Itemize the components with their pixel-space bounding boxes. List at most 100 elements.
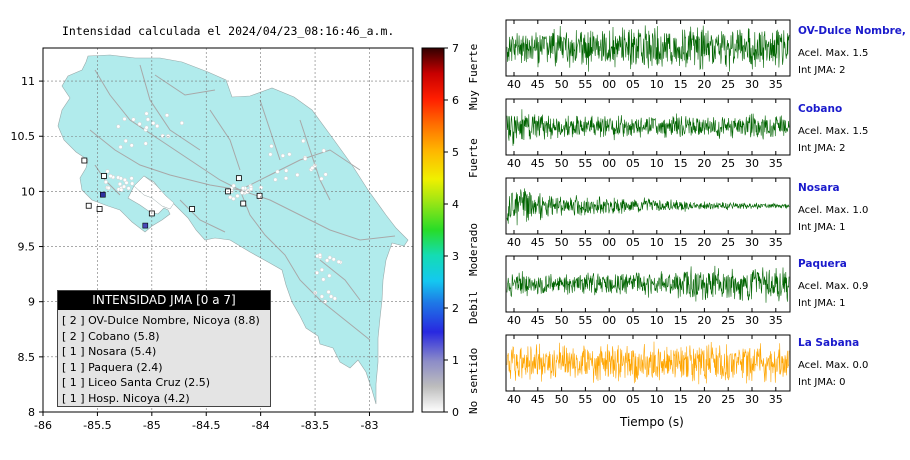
time-tick-label: 30 [745, 314, 759, 327]
waveform-panel: 40 45 50 55 00 05 10 15 20 25 30 35 [505, 98, 791, 170]
time-tick-label: 10 [650, 78, 664, 91]
colorbar-tick-label: 5 [452, 146, 459, 159]
waveform-panel: 40 45 50 55 00 05 10 15 20 25 30 35 [505, 177, 791, 249]
station-marker [235, 175, 242, 182]
time-tick-label: 45 [531, 157, 545, 170]
legend-row: [ 1 ] Paquera (2.4) [62, 360, 163, 374]
time-tick-label: 45 [531, 314, 545, 327]
town-dot [235, 193, 240, 198]
town-dot [105, 169, 110, 174]
time-tick-label: 35 [769, 393, 783, 406]
waveform-trace [506, 109, 790, 146]
waveform-trace [506, 188, 790, 226]
town-dot [122, 184, 127, 189]
colorbar-label-debil: Debil [467, 290, 480, 324]
lon-tick-label: -83 [360, 419, 378, 432]
time-tick-label: 50 [555, 78, 569, 91]
time-tick-label: 15 [674, 236, 688, 249]
trace-acel-max: Acel. Max. 0.9 [798, 281, 869, 292]
trace-xlabel: Tiempo (s) [620, 415, 684, 429]
town-dot [137, 121, 142, 127]
map-frame [42, 47, 414, 413]
town-dot [327, 255, 332, 260]
time-tick-label: 35 [769, 78, 783, 91]
town-dot [160, 133, 165, 138]
legend-row: [ 2 ] OV-Dulce Nombre, Nicoya (8.8) [62, 314, 260, 327]
town-dot [284, 168, 289, 173]
town-dot [326, 289, 331, 294]
town-dot [325, 258, 330, 263]
town-dot [122, 116, 127, 122]
town-dot [319, 294, 324, 299]
colorbar-tick-label: 4 [452, 198, 459, 211]
time-tick-label: 55 [578, 236, 592, 249]
time-tick-label: 25 [721, 78, 735, 91]
town-dot [228, 195, 233, 200]
colorbar-label-fuerte: Fuerte [467, 138, 480, 178]
time-tick-label: 05 [626, 78, 640, 91]
station-marker [96, 206, 103, 212]
time-tick-label: 50 [555, 157, 569, 170]
time-tick-label: 05 [626, 393, 640, 406]
town-dot [303, 156, 308, 161]
colorbar-tick-label: 3 [452, 250, 459, 263]
colorbar-label-muy-fuerte: Muy Fuerte [467, 43, 480, 110]
colorbar-tick-label: 7 [452, 42, 459, 55]
legend-row: [ 2 ] Cobano (5.8) [62, 329, 160, 343]
trace-int-jma: Int JMA: 2 [798, 143, 846, 154]
station-marker [256, 192, 263, 199]
station-intensity-marker [142, 222, 149, 229]
town-dot [287, 152, 292, 157]
town-dot [103, 179, 108, 185]
map-axis-ticks: -86 -85.5 -85 -84.5 -84 -83.5 -83 11 10.5 10 9.5 9 8… [11, 75, 379, 432]
town-dot [331, 257, 336, 262]
town-dot [119, 187, 124, 192]
trace-station-name: OV-Dulce Nombre, Nicoya [798, 25, 910, 37]
town-dot [319, 176, 324, 181]
time-tick-label: 25 [721, 236, 735, 249]
town-dot [317, 252, 322, 258]
trace-int-jma: Int JMA: 1 [798, 298, 846, 309]
station-marker [81, 157, 88, 164]
time-tick-label: 15 [674, 314, 688, 327]
time-tick-label: 10 [650, 314, 664, 327]
time-tick-label: 35 [769, 236, 783, 249]
town-dot [126, 186, 131, 191]
time-tick-label: 00 [602, 78, 616, 91]
waveform-frame [505, 19, 791, 77]
time-tick-label: 20 [697, 393, 711, 406]
colorbar-tick-label: 2 [452, 302, 459, 315]
lon-tick-label: -85 [143, 419, 161, 432]
colorbar-tick-label: 0 [452, 406, 459, 419]
time-tick-label: 45 [531, 236, 545, 249]
trace-station-name: La Sabana [798, 337, 860, 349]
waveform-trace [506, 341, 790, 385]
time-tick-label: 35 [769, 314, 783, 327]
lat-tick-label: 9 [28, 296, 35, 309]
town-dot [231, 196, 236, 201]
lat-tick-label: 8.5 [18, 351, 36, 364]
intensity-legend: INTENSIDAD JMA [0 a 7] [ 2 ] OV-Dulce No… [57, 290, 271, 407]
legend-row: [ 1 ] Hosp. Nicoya (4.2) [62, 391, 190, 405]
town-dot [117, 182, 122, 187]
lat-tick-label: 10 [21, 185, 35, 198]
waveform-panel: 40 45 50 55 00 05 10 15 20 25 30 35 [505, 334, 791, 406]
town-dot [144, 111, 149, 116]
time-tick-label: 15 [674, 157, 688, 170]
time-tick-label: 40 [507, 236, 521, 249]
waveform-trace [506, 25, 790, 72]
time-tick-label: 55 [578, 78, 592, 91]
trace-int-jma: Int JMA: 0 [798, 377, 846, 388]
waveform-panel: 40 45 50 55 00 05 10 15 20 25 30 35 [505, 255, 791, 327]
waveform-panels: 40 45 50 55 00 05 10 15 20 25 30 35 40 45 50 55 00 05 10 15… [505, 19, 791, 406]
town-dot [283, 176, 289, 181]
time-tick-label: 35 [769, 157, 783, 170]
map-title: Intensidad calculada el 2024/04/23_08:16… [62, 24, 395, 38]
legend-row: [ 1 ] Nosara (5.4) [62, 345, 157, 358]
legend-header: INTENSIDAD JMA [0 a 7] [58, 291, 270, 310]
station-marker [85, 202, 92, 209]
lat-tick-label: 8 [28, 406, 35, 419]
town-dot [248, 186, 254, 191]
time-tick-label: 40 [507, 78, 521, 91]
time-tick-label: 00 [602, 314, 616, 327]
